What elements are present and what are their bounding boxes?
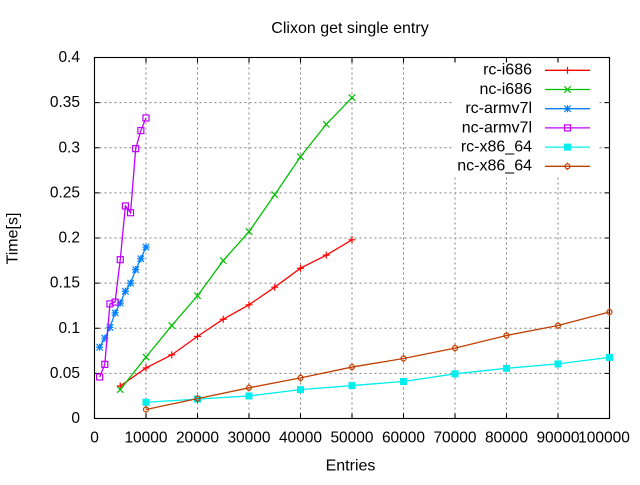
svg-text:Time[s]: Time[s] [5, 213, 22, 265]
svg-text:0.4: 0.4 [58, 49, 80, 66]
svg-text:Entries: Entries [326, 458, 376, 475]
svg-text:40000: 40000 [279, 430, 322, 447]
svg-text:nc-i686: nc-i686 [480, 81, 533, 98]
svg-text:60000: 60000 [382, 430, 425, 447]
svg-text:rc-x86_64: rc-x86_64 [461, 139, 532, 156]
svg-text:10000: 10000 [124, 430, 167, 447]
svg-text:20000: 20000 [176, 430, 219, 447]
svg-text:0.1: 0.1 [58, 320, 80, 337]
svg-text:0: 0 [90, 430, 99, 447]
svg-text:0.05: 0.05 [50, 365, 80, 382]
svg-text:0.15: 0.15 [50, 275, 80, 292]
svg-text:rc-i686: rc-i686 [483, 62, 532, 79]
svg-text:0.3: 0.3 [58, 139, 80, 156]
svg-text:0.2: 0.2 [58, 230, 80, 247]
svg-text:50000: 50000 [330, 430, 373, 447]
svg-text:0.35: 0.35 [50, 94, 80, 111]
svg-text:nc-x86_64: nc-x86_64 [457, 158, 532, 175]
svg-text:rc-armv7l: rc-armv7l [465, 100, 532, 117]
svg-text:30000: 30000 [227, 430, 270, 447]
svg-text:Clixon get single entry: Clixon get single entry [271, 20, 428, 37]
svg-text:nc-armv7l: nc-armv7l [462, 119, 532, 136]
svg-text:0: 0 [71, 410, 80, 427]
svg-text:100000: 100000 [578, 430, 630, 447]
svg-text:70000: 70000 [433, 430, 476, 447]
svg-text:0.25: 0.25 [50, 184, 80, 201]
svg-text:90000: 90000 [536, 430, 579, 447]
svg-text:80000: 80000 [485, 430, 528, 447]
